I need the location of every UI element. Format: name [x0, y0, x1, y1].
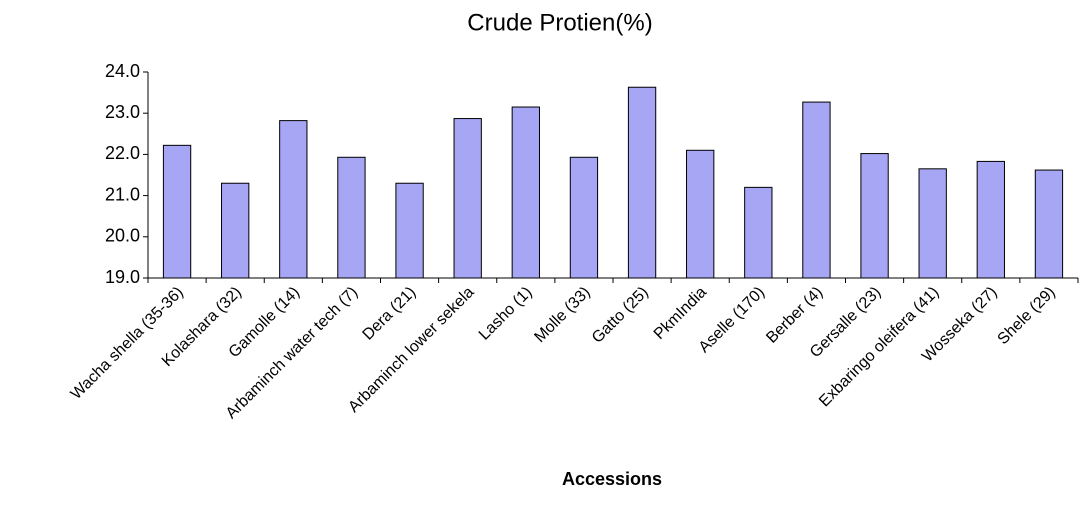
x-tick-label: Gatto (25) [589, 284, 652, 347]
bar [279, 120, 308, 279]
y-tick-label: 20.0 [105, 226, 140, 246]
bar [918, 168, 947, 279]
bar [162, 144, 192, 279]
x-tick-label: Wacha shella (35-36) [68, 284, 187, 403]
bar [1034, 169, 1064, 279]
bar [686, 149, 715, 279]
x-tick-label: Molle (33) [531, 284, 593, 346]
bar [569, 156, 599, 279]
bar [511, 106, 540, 279]
bar [744, 186, 773, 279]
bar [221, 182, 250, 279]
bar [976, 160, 1005, 279]
x-tick-label: PkmIndia [651, 284, 710, 343]
x-tick-label: Shele (29) [995, 284, 1059, 348]
y-tick-label: 21.0 [105, 184, 140, 204]
bar [860, 153, 889, 279]
y-tick-label: 23.0 [105, 102, 140, 122]
x-tick-label: Exbaringo oleifera (41) [816, 284, 942, 410]
x-tick-label: Berber (4) [763, 284, 826, 347]
chart-title: Crude Protien(%) [467, 9, 652, 36]
x-tick-label: Dera (21) [360, 284, 420, 344]
bar [802, 101, 831, 279]
x-tick-label: Lasho (1) [476, 284, 536, 344]
y-tick-label: 22.0 [105, 143, 140, 163]
y-tick-label: 19.0 [105, 267, 140, 287]
bar [395, 182, 424, 279]
y-tick-label: 24.0 [105, 61, 140, 81]
x-axis-label: Accessions [562, 469, 662, 489]
bar [627, 86, 657, 279]
bar [337, 156, 366, 279]
bar [453, 118, 482, 279]
